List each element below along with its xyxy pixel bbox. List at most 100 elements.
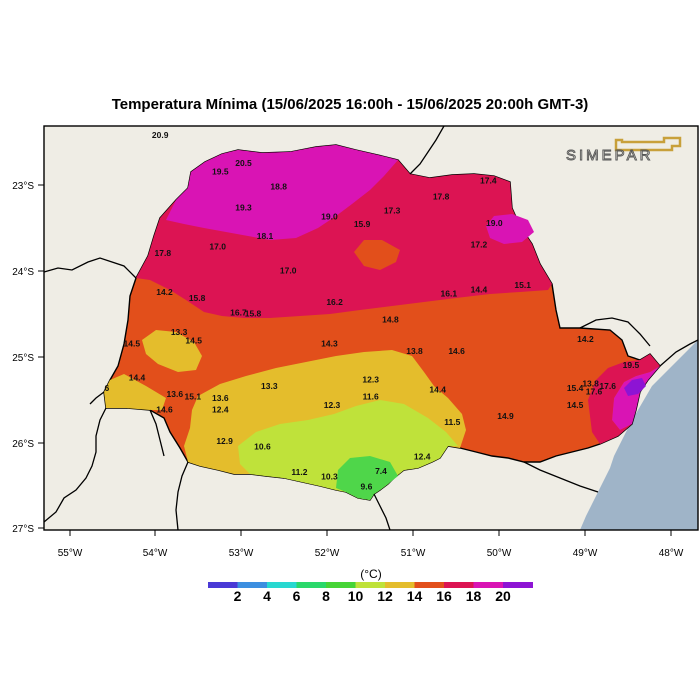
fill-12-14-west-blob: [142, 330, 202, 372]
station-value-label: 17.3: [384, 205, 401, 215]
station-value-label: 14.2: [577, 334, 594, 344]
station-value-label: 11.5: [444, 417, 460, 427]
fill-10-12: [238, 400, 458, 500]
station-value-label: 17.4: [480, 175, 497, 185]
map-frame: [43, 125, 699, 531]
station-value-label: 14.5: [567, 400, 584, 410]
colorbar: 2 4 6 8 10 12 14 16 18 20: [208, 582, 533, 604]
station-value-label: 17.0: [280, 265, 297, 275]
colorbar-swatch: [208, 582, 238, 588]
fill-16-18-coast: [588, 354, 660, 444]
lon-label: 52°W: [315, 548, 340, 559]
station-value-label: 19.3: [235, 203, 252, 213]
political-borders: [43, 125, 699, 531]
station-value-label: 14.5: [185, 336, 202, 346]
station-value-label: 10.6: [254, 441, 271, 451]
latitude-labels: 23°S 24°S 25°S 26°S 27°S: [12, 181, 34, 535]
station-value-label: 19.5: [623, 360, 640, 370]
colorbar-label: 20: [495, 588, 511, 604]
colorbar-label: 10: [348, 588, 364, 604]
station-value-label: 13.8: [406, 346, 423, 356]
station-value-label: 15.8: [245, 308, 262, 318]
station-values: 20.9 20.5 19.5 18.8 17.4 17.8 19.3 19.0 17.3 15.9…: [105, 130, 640, 492]
lon-label: 48°W: [659, 548, 684, 559]
station-value-label: 15.4: [567, 383, 584, 393]
station-value-label: 15.9: [354, 219, 371, 229]
fill-18-20-east-blob: [486, 214, 534, 244]
station-value-label: 13.6: [212, 393, 229, 403]
station-value-label: 16.1: [441, 289, 458, 299]
lon-label: 53°W: [229, 548, 254, 559]
temperature-field: [103, 144, 661, 501]
station-value-label: 11.6: [363, 392, 379, 402]
station-value-label: 12.3: [324, 400, 341, 410]
station-value-label: 18.1: [257, 231, 274, 241]
lon-label: 54°W: [143, 548, 168, 559]
lat-label: 24°S: [12, 267, 34, 278]
map-title: Temperatura Mínima (15/06/2025 16:00h - …: [111, 96, 589, 113]
lon-label: 49°W: [573, 548, 598, 559]
station-value-label: 12.9: [216, 436, 233, 446]
border-sc-south: [175, 461, 189, 531]
station-value-label: 15.1: [514, 280, 531, 290]
colorbar-swatch: [414, 582, 445, 588]
colorbar-label: 14: [407, 588, 423, 604]
colorbar-swatch: [444, 582, 474, 588]
colorbar-label: 12: [377, 588, 393, 604]
border-coast-sc: [523, 461, 599, 493]
colorbar-swatch: [503, 582, 533, 588]
station-value-label: 13.8: [582, 379, 599, 389]
colorbar-swatch: [326, 582, 356, 588]
fill-14-16-blob: [354, 240, 400, 270]
station-value-label: 14.9: [497, 411, 514, 421]
colorbar-label: 2: [234, 588, 242, 604]
station-value-label: 11.2: [291, 467, 307, 477]
station-value-label: 14.5: [124, 338, 141, 348]
colorbar-swatch: [296, 582, 327, 588]
border-sp-north: [409, 125, 445, 175]
lat-label: 23°S: [12, 181, 34, 192]
station-value-label: 19.0: [321, 211, 338, 221]
station-value-label: 17.8: [155, 248, 172, 258]
lon-label: 55°W: [58, 548, 83, 559]
lat-label: 27°S: [12, 524, 34, 535]
station-value-label: 16.7: [230, 307, 247, 317]
border-ms-sp: [43, 257, 137, 279]
station-value-label: 17.0: [209, 241, 226, 251]
colorbar-label: 8: [322, 588, 330, 604]
station-value-label: 15.1: [185, 392, 202, 402]
station-value-label: 17.6: [599, 381, 616, 391]
station-value-label: 6: [105, 383, 110, 393]
colorbar-label: 18: [466, 588, 482, 604]
lon-label: 51°W: [401, 548, 426, 559]
colorbar-swatch: [385, 582, 415, 588]
station-value-label: 14.8: [382, 314, 399, 324]
border-sc-east: [373, 493, 391, 531]
station-value-label: 14.4: [129, 373, 146, 383]
station-value-label: 12.3: [362, 374, 379, 384]
station-value-label: 20.9: [152, 130, 169, 140]
station-value-label: 13.6: [167, 389, 184, 399]
fill-8-10: [336, 456, 398, 500]
station-value-label: 14.6: [156, 404, 173, 414]
station-value-label: 12.4: [212, 404, 229, 414]
fill-18-20-northwest: [166, 145, 398, 240]
station-value-label: 7.4: [375, 466, 387, 476]
station-value-label: 19.5: [212, 167, 229, 177]
logo-text: SIMEPAR: [566, 147, 653, 164]
station-value-label: 14.3: [321, 338, 338, 348]
station-value-label: 15.8: [189, 293, 206, 303]
station-value-label: 13.3: [261, 381, 278, 391]
station-value-label: 14.4: [429, 385, 446, 395]
ocean: [580, 340, 698, 530]
station-value-label: 17.8: [433, 192, 450, 202]
longitude-labels: 55°W 54°W 53°W 52°W 51°W 50°W 49°W 48°W: [58, 548, 684, 559]
axis-ticks: [38, 184, 672, 536]
colorbar-label: 6: [293, 588, 301, 604]
lat-label: 26°S: [12, 439, 34, 450]
station-value-label: 20.5: [235, 158, 252, 168]
lat-label: 25°S: [12, 353, 34, 364]
colorbar-swatch: [267, 582, 297, 588]
border-sp-east: [579, 317, 651, 347]
